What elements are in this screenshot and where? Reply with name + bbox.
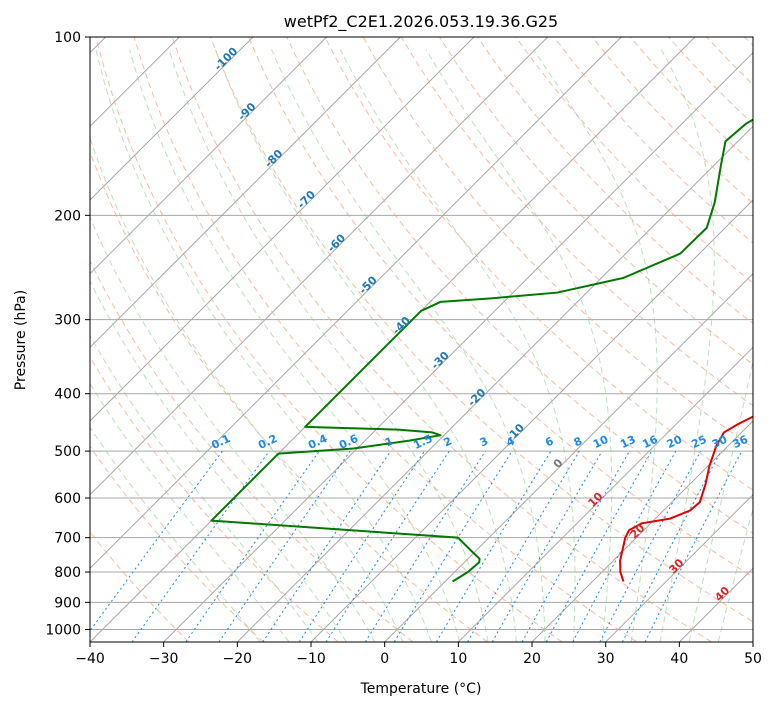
moist-adiabat — [90, 280, 347, 642]
y-axis-title: Pressure (hPa) — [13, 290, 29, 390]
mixing-ratio-line — [572, 450, 677, 642]
isotherm-line — [90, 37, 328, 275]
isotherm-line — [90, 37, 549, 496]
isotherm-line — [90, 37, 475, 422]
mixing-ratio-line — [298, 450, 425, 642]
plot-frame — [89, 36, 754, 643]
mixing-ratio-label: 25 — [689, 433, 708, 451]
mixing-ratio-line — [393, 450, 513, 642]
mixing-ratio-line — [621, 450, 722, 642]
moist-adiabat — [90, 426, 261, 642]
dry-adiabat — [95, 37, 563, 642]
mixing-ratio-line — [90, 450, 223, 632]
y-tick-label: 100 — [54, 30, 81, 46]
moist-adiabat — [659, 49, 715, 642]
isotherm-line — [236, 125, 753, 642]
moist-adiabat — [215, 49, 517, 642]
x-axis: −40 −30 −20 −10 0 10 20 30 40 50 — [75, 642, 762, 667]
dry-adiabat — [210, 37, 753, 623]
y-tick-label: 700 — [54, 531, 81, 547]
y-tick-label: 1000 — [45, 622, 81, 638]
dry-adiabat — [515, 37, 753, 284]
mixing-ratio-line — [644, 450, 743, 642]
moist-adiabat — [271, 49, 546, 642]
moist-adiabat — [129, 49, 461, 642]
mixing-ratio-label: 30 — [710, 433, 730, 451]
y-tick-label: 900 — [54, 595, 81, 611]
y-tick-label: 500 — [54, 444, 81, 460]
moist-adiabat — [717, 506, 753, 642]
dry-adiabat — [90, 259, 414, 642]
y-tick-label: 300 — [54, 313, 81, 329]
mixing-ratio-line — [364, 450, 486, 642]
x-axis-title: Temperature (°C) — [360, 681, 482, 697]
moist-adiabat — [425, 49, 613, 642]
dry-adiabat — [324, 37, 753, 491]
x-tick-label: 10 — [449, 651, 467, 667]
mixing-ratio-label: 10 — [591, 433, 611, 451]
mixing-ratio-label: 36 — [731, 433, 751, 451]
isotherm-line — [605, 493, 753, 642]
dry-adiabat — [248, 37, 753, 578]
y-tick-label: 800 — [54, 565, 81, 581]
dry-adiabat — [286, 37, 753, 534]
temperature-profile — [619, 415, 753, 582]
mixing-ratio-label: 20 — [665, 433, 685, 451]
moist-adiabat — [533, 49, 658, 642]
isotherm-line — [531, 420, 753, 642]
mixing-ratio-label: 16 — [640, 433, 660, 451]
x-tick-label: 20 — [523, 651, 541, 667]
isotherm-line — [163, 51, 753, 642]
moist-adiabat — [168, 49, 489, 642]
x-tick-label: 40 — [670, 651, 688, 667]
x-tick-label: −40 — [75, 651, 105, 667]
mixing-ratio-line — [491, 450, 603, 642]
isotherm-line — [457, 346, 753, 642]
x-tick-label: −10 — [296, 651, 326, 667]
chart-title: wetPf2_C2E1.2026.053.19.36.G25 — [284, 12, 558, 32]
moist-adiabat — [95, 49, 432, 642]
y-tick-label: 400 — [54, 387, 81, 403]
x-tick-label: 30 — [597, 651, 615, 667]
mixing-ratio-line — [599, 450, 701, 642]
mixing-ratio-line — [521, 450, 630, 642]
background-lines — [90, 37, 753, 642]
x-tick-label: 50 — [744, 651, 762, 667]
x-tick-label: −30 — [149, 651, 179, 667]
isotherm-line — [90, 37, 401, 349]
x-tick-label: 0 — [380, 651, 389, 667]
moist-adiabat — [339, 49, 576, 642]
moist-adiabat — [90, 334, 319, 642]
dry-adiabat — [171, 37, 712, 642]
sounding-lines — [210, 118, 753, 583]
y-tick-label: 200 — [54, 208, 81, 224]
mixing-ratio-line — [545, 450, 653, 642]
moist-adiabat — [90, 382, 290, 642]
moist-adiabat — [90, 136, 404, 642]
mixing-ratio-line — [467, 450, 580, 642]
y-axis: 100 200 300 400 500 600 700 800 900 1000 — [45, 30, 90, 638]
mixing-ratio-line — [435, 450, 552, 642]
mixing-ratio-label: 13 — [618, 433, 637, 451]
isotherm-line — [90, 37, 254, 201]
y-tick-label: 600 — [54, 491, 81, 507]
dry-adiabat — [90, 445, 264, 642]
moist-adiabat — [688, 358, 753, 642]
isotherm-line — [90, 37, 622, 570]
mixing-ratio-line — [185, 450, 320, 642]
mixing-ratio-line — [325, 450, 450, 642]
isotherm-line — [384, 272, 753, 642]
dewpoint-profile — [210, 118, 753, 583]
x-tick-label: −20 — [223, 651, 253, 667]
